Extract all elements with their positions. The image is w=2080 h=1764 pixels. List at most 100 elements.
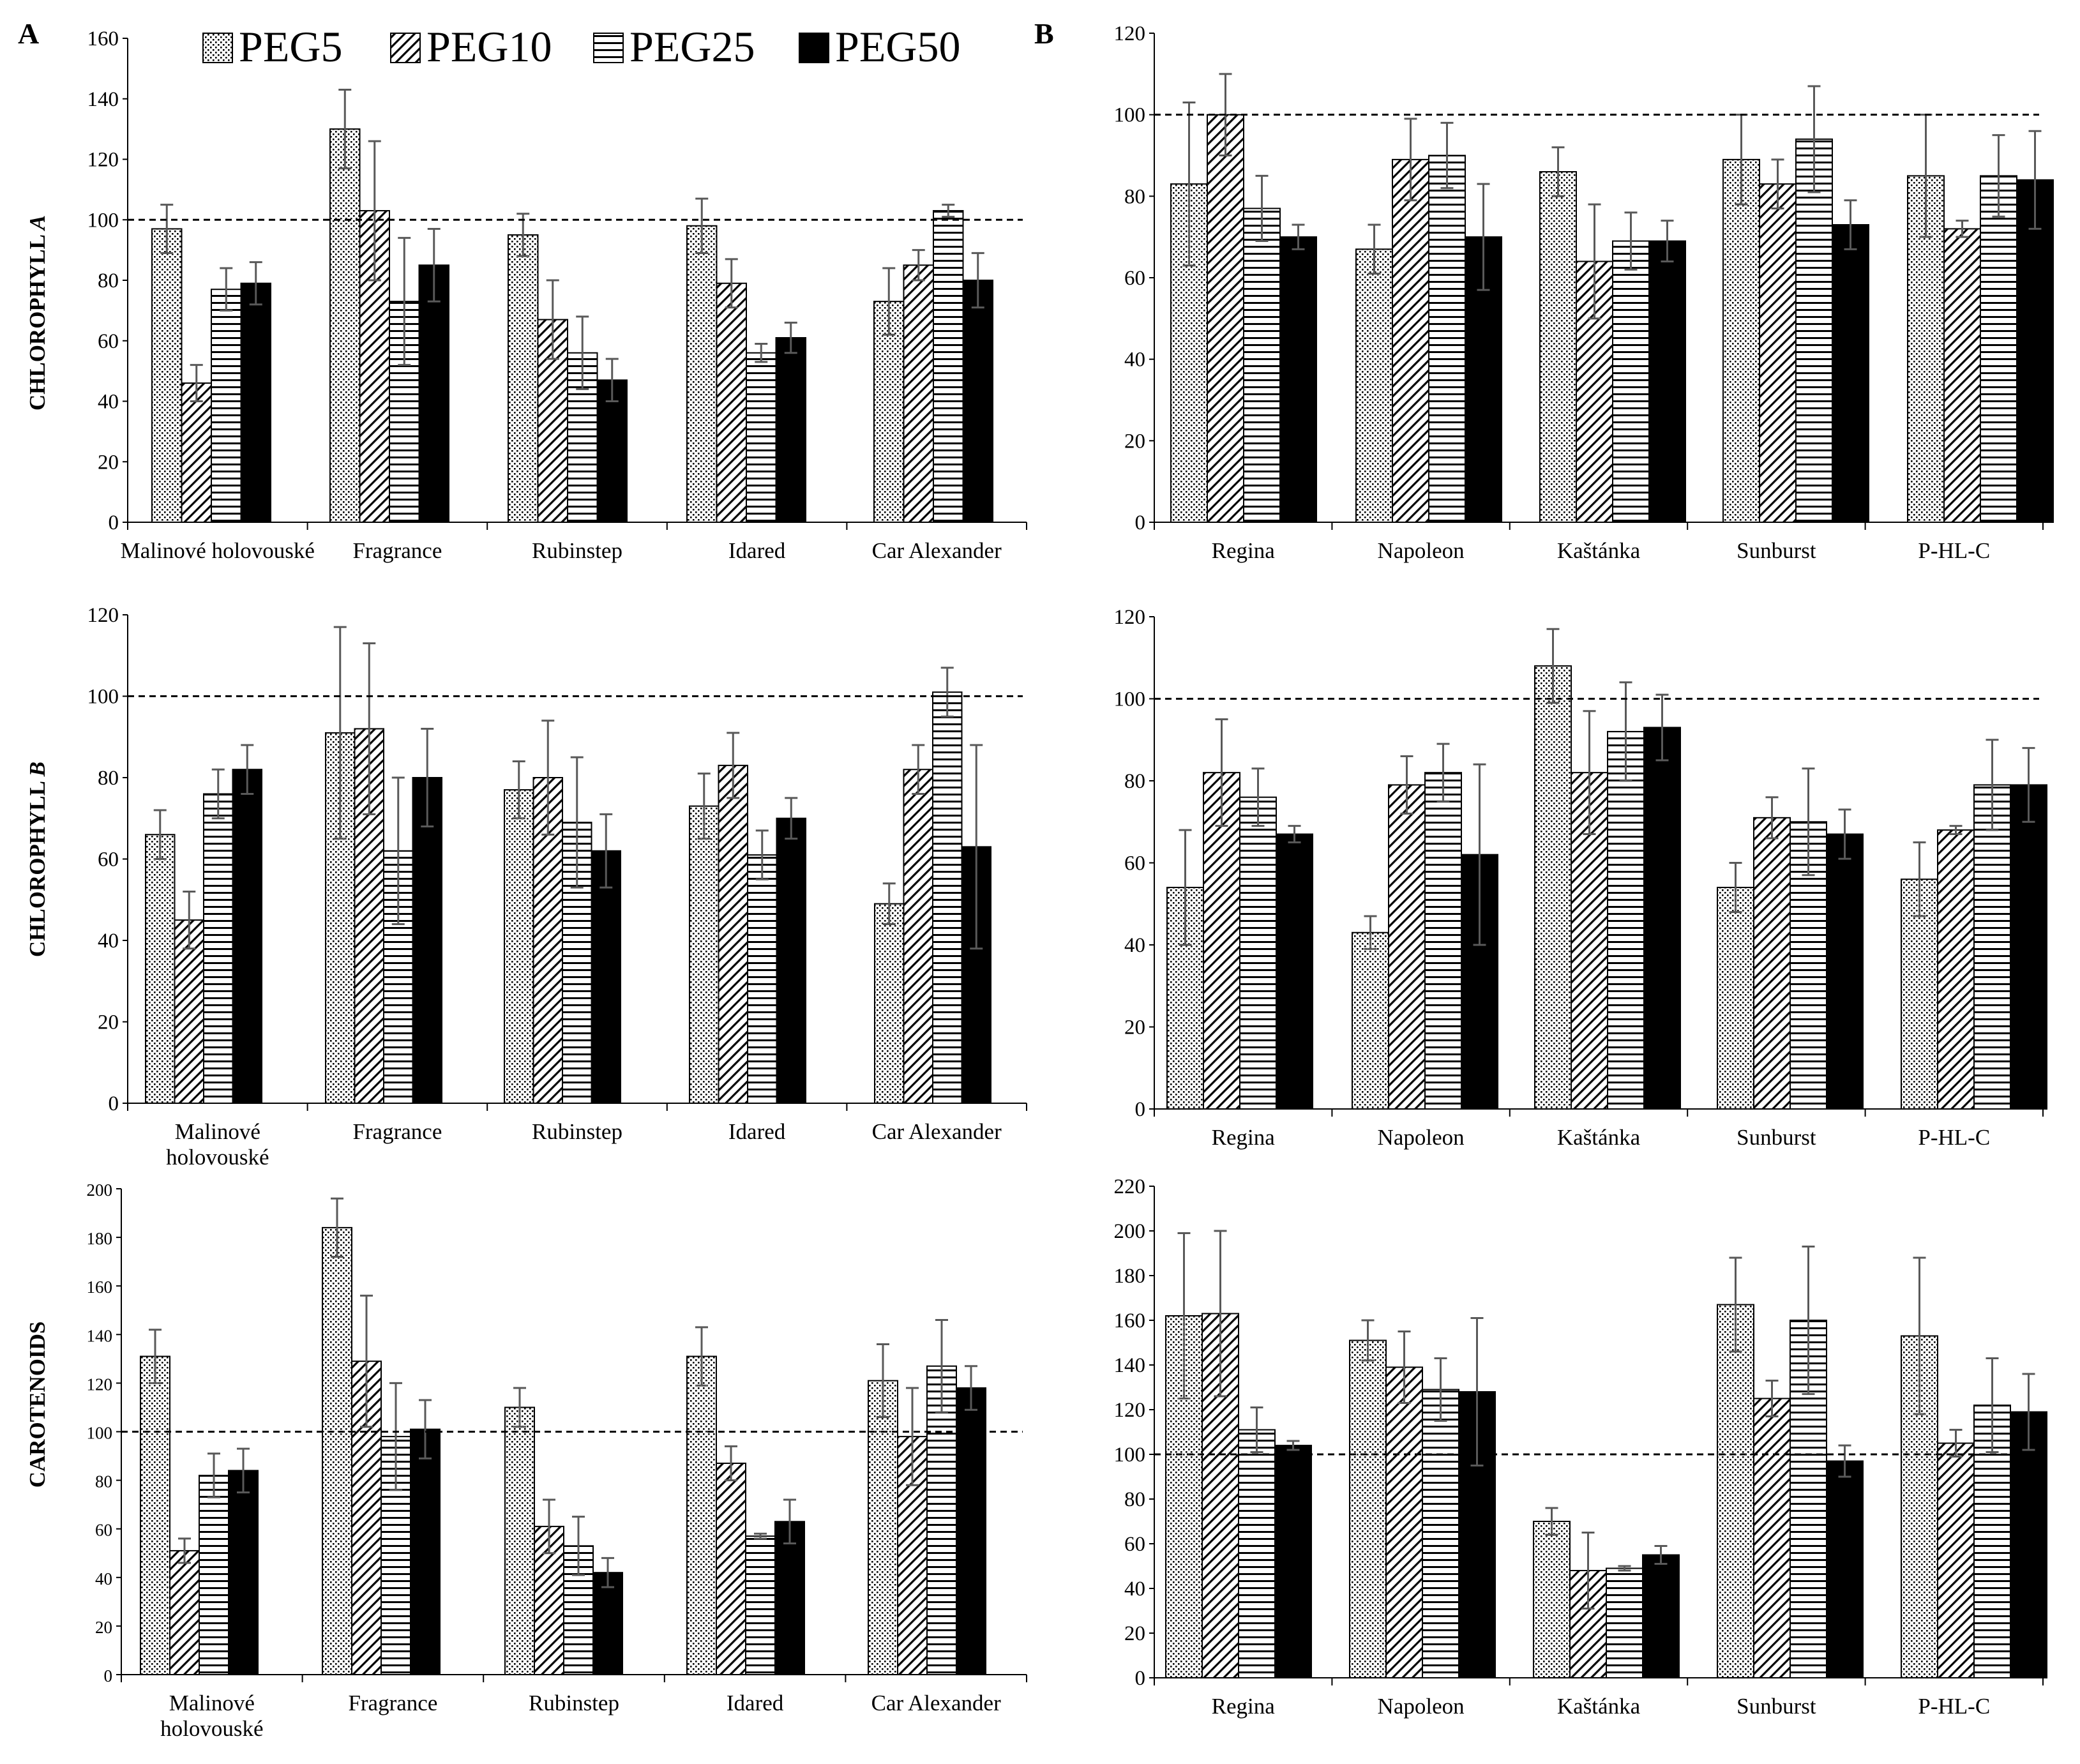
bar [926, 1365, 957, 1675]
bar [174, 919, 204, 1104]
y-tick-label: 200 [1114, 1220, 1146, 1243]
bar [716, 1462, 746, 1676]
bar [228, 1470, 259, 1675]
bar [1826, 833, 1864, 1110]
y-tick-label: 0 [109, 1092, 119, 1115]
y-tick-label: 140 [87, 1326, 113, 1345]
bar [1980, 175, 2017, 523]
bar [874, 903, 905, 1104]
bar [903, 264, 934, 523]
bar [776, 817, 806, 1104]
chart-carotenoids-panel-b: 0 20 40 60 80 100 120 140 160 180 200 220 Regina Napo… [1114, 1175, 2047, 1719]
x-category-label: Car Alexander [872, 1119, 1002, 1144]
bar [686, 1355, 717, 1675]
bar [322, 1226, 352, 1675]
y-tick-label: 80 [98, 767, 119, 790]
y-tick-label: 40 [95, 1569, 112, 1588]
bar [504, 1406, 535, 1675]
legend-swatch-peg5 [202, 33, 233, 63]
bar [873, 301, 905, 523]
bar [1424, 772, 1462, 1110]
legend-swatch-peg50 [799, 33, 829, 63]
bar [1826, 1460, 1864, 1678]
y-tick-label: 120 [1114, 1399, 1146, 1422]
x-category-label: Rubinstep [532, 1119, 622, 1144]
bar [1606, 1567, 1643, 1678]
y-tick-label: 20 [1124, 430, 1145, 453]
bar [1759, 183, 1797, 523]
bar [868, 1380, 898, 1675]
bar [1753, 1398, 1791, 1678]
y-tick-label: 20 [1124, 1622, 1145, 1645]
y-tick-label: 120 [1114, 22, 1146, 45]
x-category-label: P-HL-C [1918, 1694, 1990, 1719]
bar [774, 1521, 805, 1675]
bar [418, 264, 449, 523]
y-tick-label: 140 [87, 88, 119, 111]
x-category-label: Car Alexander [871, 1691, 1001, 1715]
bar [329, 128, 361, 523]
bar [1612, 240, 1650, 523]
bar [504, 789, 534, 1104]
x-category-label: Fragrance [352, 538, 442, 563]
bar [716, 282, 747, 523]
x-category-label: Napoleon [1378, 1125, 1465, 1150]
bar [1539, 171, 1577, 523]
x-category-label: P-HL-C [1918, 538, 1990, 563]
bar [1355, 248, 1393, 523]
bar [1385, 1366, 1423, 1678]
chart-chlorophyll-a-panel-b: 0 20 40 60 80 100 120 Regina Napoleon Kaštánka Sun… [1114, 22, 2054, 563]
x-category-label: P-HL-C [1918, 1125, 1990, 1150]
y-tick-label: 60 [1124, 852, 1145, 875]
y-tick-label: 40 [98, 930, 119, 953]
bar [211, 289, 242, 523]
y-tick-label: 100 [1114, 688, 1146, 711]
bar [2016, 179, 2054, 523]
bar [1571, 772, 1608, 1110]
y-tick-label: 40 [1124, 1578, 1145, 1601]
bar [1607, 730, 1645, 1110]
bar [1943, 228, 1981, 523]
x-category-label: Malinové holovouské [160, 1691, 263, 1741]
x-category-label: Kaštánka [1557, 1694, 1641, 1719]
y-tick-label: 60 [98, 848, 119, 871]
legend-label-peg25: PEG25 [629, 22, 755, 71]
y-tick-label: 60 [95, 1521, 112, 1540]
bar [592, 1572, 623, 1675]
legend-label-peg50: PEG50 [835, 22, 960, 71]
bar [1937, 829, 1975, 1110]
y-tick-label: 40 [98, 391, 119, 414]
bar [1238, 1429, 1276, 1678]
bar [745, 1535, 776, 1675]
bar [203, 793, 234, 1104]
bar [1937, 1442, 1975, 1678]
y-tick-label: 80 [1124, 770, 1145, 793]
bar [145, 834, 176, 1104]
bar [1795, 138, 1833, 523]
y-tick-label: 160 [87, 27, 119, 50]
bar [1274, 1445, 1312, 1678]
y-tick-label: 0 [104, 1666, 113, 1685]
bar [240, 282, 271, 523]
bar [1722, 158, 1760, 523]
bar [1352, 931, 1389, 1110]
y-tick-label: 20 [1124, 1016, 1145, 1039]
bar [962, 280, 993, 523]
chart-chlorophyll-b-panel-a: 0 20 40 60 80 100 120 Malinové holovouské Fragran… [87, 604, 1027, 1170]
bar [140, 1355, 170, 1675]
y-tick-label: 80 [95, 1472, 112, 1491]
bar [747, 854, 778, 1104]
bar [1534, 665, 1572, 1110]
bar [903, 769, 933, 1104]
bar [956, 1387, 986, 1675]
y-tick-label: 0 [1135, 1098, 1146, 1121]
chart-chlorophyll-b-panel-b: 0 20 40 60 80 100 120 Regina Napoleon Kaštánka Sun… [1114, 606, 2047, 1150]
y-tick-label: 180 [87, 1229, 113, 1248]
bar [2010, 784, 2047, 1110]
x-category-label: Idared [728, 538, 786, 563]
x-category-label: Sunburst [1737, 538, 1816, 563]
bar [1207, 114, 1244, 523]
bar [1422, 1389, 1459, 1678]
y-tick-label: 40 [1124, 349, 1145, 372]
bar [1753, 817, 1791, 1110]
